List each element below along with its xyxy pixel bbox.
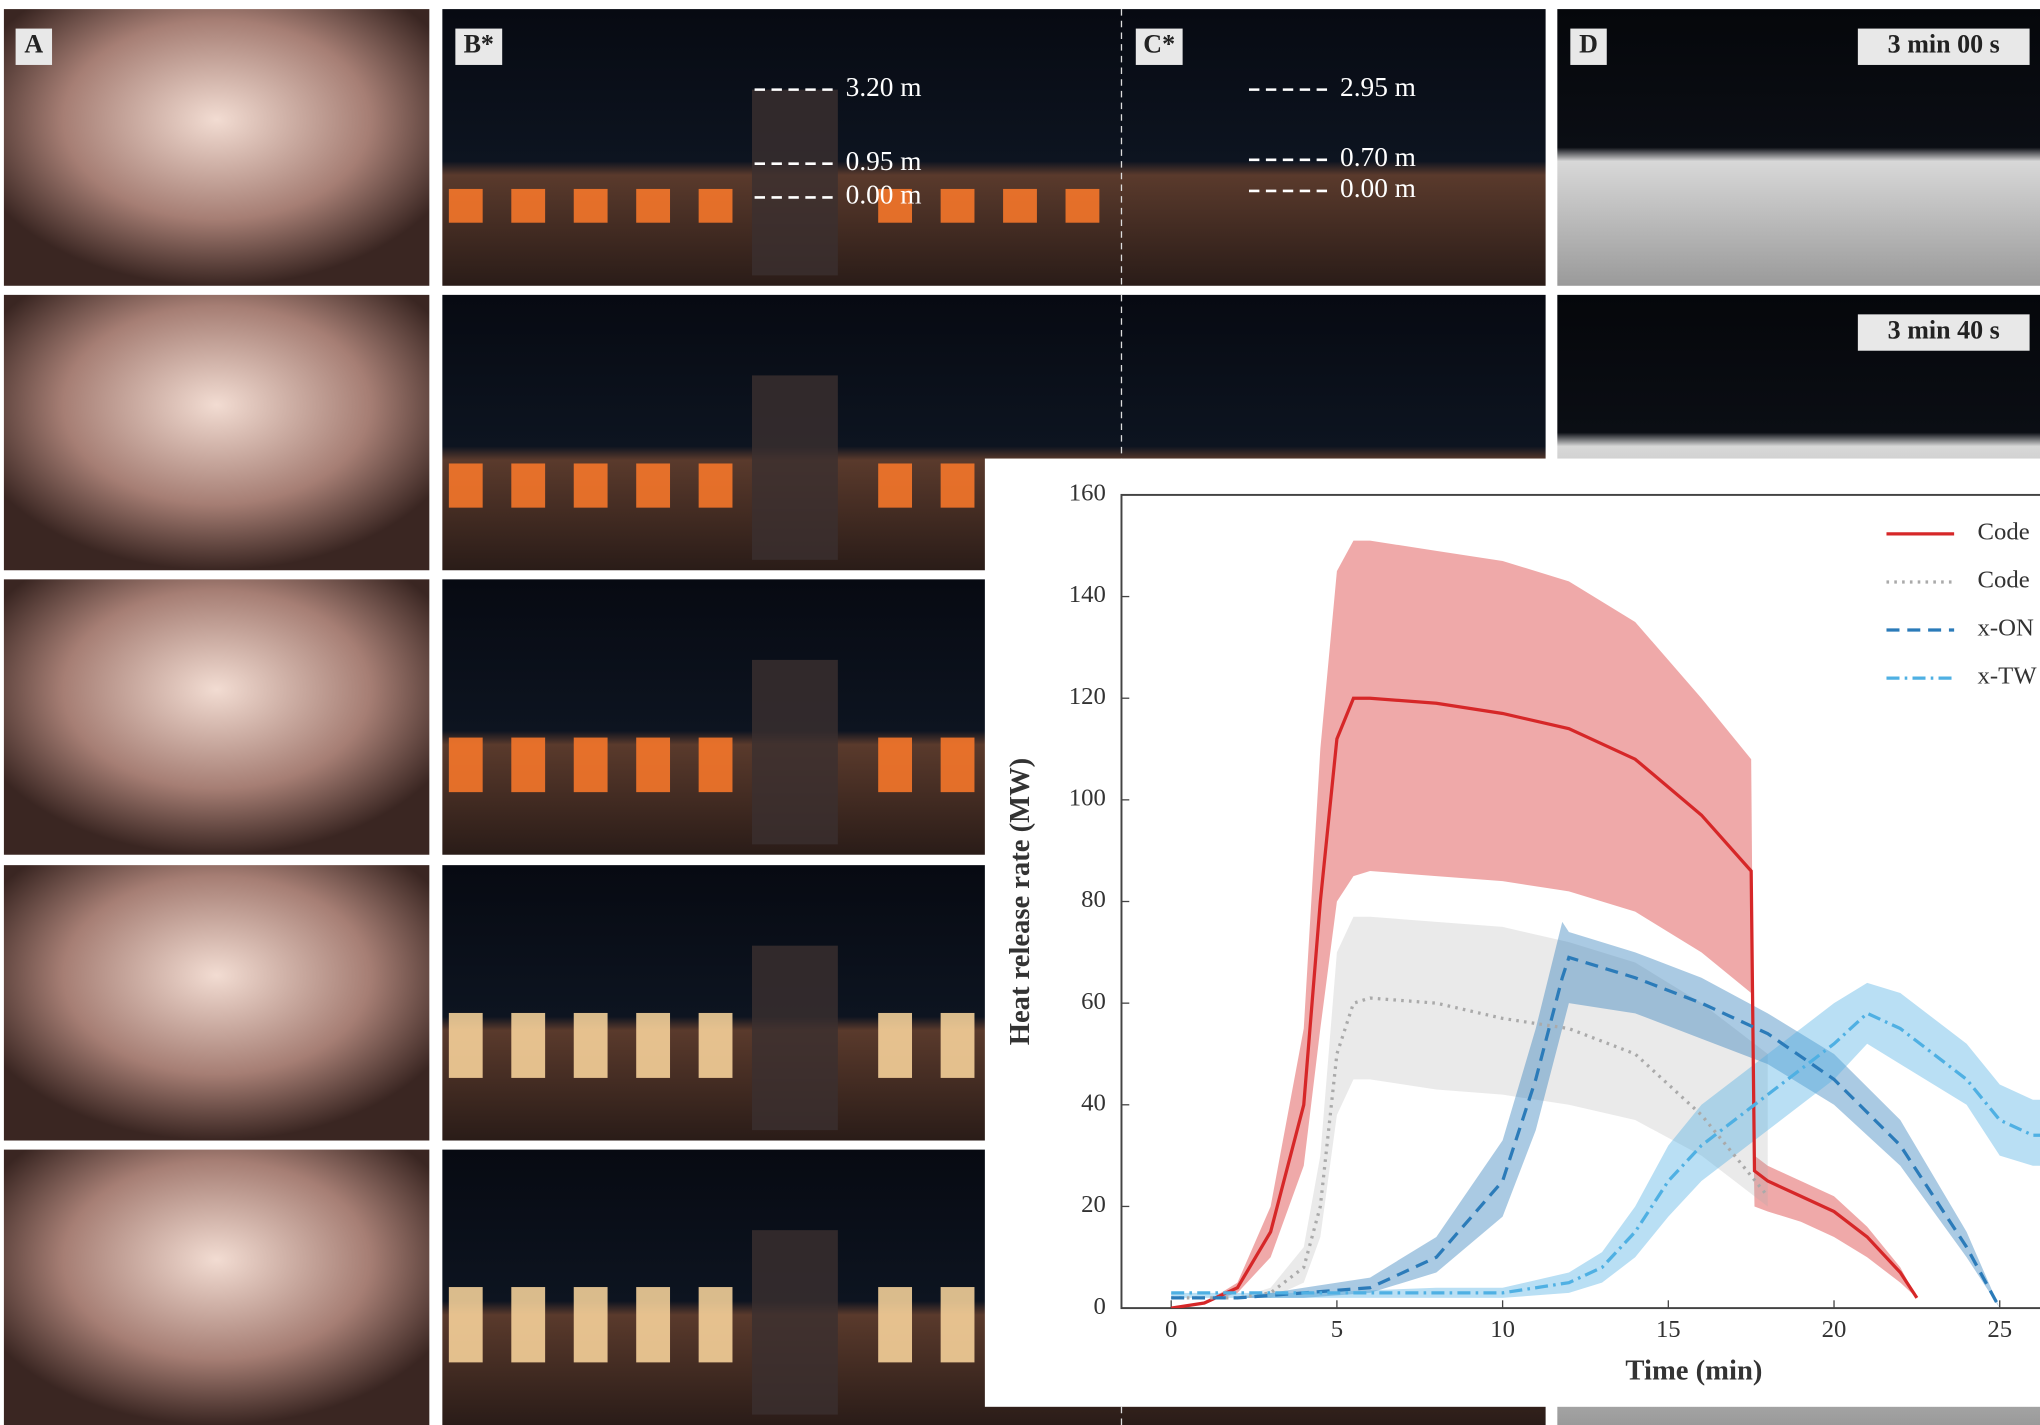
window-glow bbox=[699, 189, 733, 223]
legend-label: Code bbox=[1978, 567, 2030, 594]
y-tick-label: 20 bbox=[1081, 1191, 1106, 1218]
x-tick-label: 15 bbox=[1656, 1316, 1681, 1343]
window-glow bbox=[636, 738, 670, 793]
y-tick-label: 100 bbox=[1069, 785, 1106, 812]
window-glow bbox=[699, 738, 733, 793]
window-glow bbox=[511, 189, 545, 223]
x-tick-label: 5 bbox=[1331, 1316, 1343, 1343]
window-glow bbox=[449, 1287, 483, 1362]
height-label: 0.00 m bbox=[1340, 173, 1416, 203]
tower bbox=[752, 375, 838, 559]
legend-label: x-TW bbox=[1978, 663, 2038, 690]
y-tick-label: 80 bbox=[1081, 886, 1106, 913]
chart: 0 20 40 60 80 100 120 140 160 0 5 10 15 20 25 Time (min… bbox=[985, 459, 2040, 1407]
window-glow bbox=[699, 463, 733, 507]
window-glow bbox=[878, 463, 912, 507]
y-axis-label: Heat release rate (MW) bbox=[1005, 758, 1036, 1045]
window-glow bbox=[449, 189, 483, 223]
window-glow bbox=[449, 738, 483, 793]
photo bbox=[4, 865, 429, 1140]
window-glow bbox=[941, 738, 975, 793]
window-glow bbox=[636, 1013, 670, 1078]
height-label: 0.70 m bbox=[1340, 142, 1416, 172]
window-glow bbox=[941, 189, 975, 223]
y-tick-label: 40 bbox=[1081, 1089, 1106, 1116]
window-glow bbox=[878, 1013, 912, 1078]
window-glow bbox=[511, 463, 545, 507]
photo bbox=[4, 9, 429, 286]
panel-label: 3 min 00 s bbox=[1888, 30, 2000, 59]
window-glow bbox=[636, 1287, 670, 1362]
window-glow bbox=[449, 1013, 483, 1078]
x-axis-label: Time (min) bbox=[1625, 1356, 1762, 1387]
y-tick-label: 160 bbox=[1069, 480, 1106, 507]
figure: A B* C* D 3 min 00 s 3 min 40 s 3.20 m 0.95 m 0.… bbox=[0, 0, 2040, 1425]
window-glow bbox=[878, 1287, 912, 1362]
y-tick-label: 0 bbox=[1094, 1293, 1106, 1320]
window-glow bbox=[574, 189, 608, 223]
window-glow bbox=[449, 463, 483, 507]
x-tick-label: 20 bbox=[1822, 1316, 1847, 1343]
window-glow bbox=[574, 1013, 608, 1078]
window-glow bbox=[699, 1013, 733, 1078]
window-glow bbox=[511, 1287, 545, 1362]
height-label: 0.95 m bbox=[846, 146, 922, 176]
window-glow bbox=[511, 738, 545, 793]
tower bbox=[752, 1230, 838, 1414]
x-tick-label: 0 bbox=[1165, 1316, 1177, 1343]
panel-label: A bbox=[24, 30, 43, 59]
panel-label: B* bbox=[464, 30, 494, 59]
panel-label: D bbox=[1579, 30, 1598, 59]
height-label: 0.00 m bbox=[846, 180, 922, 210]
window-glow bbox=[574, 738, 608, 793]
window-glow bbox=[574, 463, 608, 507]
window-glow bbox=[636, 463, 670, 507]
tower bbox=[752, 660, 838, 844]
panel-label: 3 min 40 s bbox=[1888, 316, 2000, 345]
window-glow bbox=[636, 189, 670, 223]
window-glow bbox=[878, 738, 912, 793]
photo bbox=[4, 1150, 429, 1425]
window-glow bbox=[941, 1013, 975, 1078]
tower bbox=[752, 90, 838, 276]
window-glow bbox=[941, 463, 975, 507]
photo bbox=[4, 295, 429, 570]
photo bbox=[4, 579, 429, 854]
height-label: 2.95 m bbox=[1340, 72, 1416, 102]
window-glow bbox=[1003, 189, 1037, 223]
legend-label: Code bbox=[1978, 519, 2030, 546]
y-tick-label: 60 bbox=[1081, 988, 1106, 1015]
y-tick-label: 120 bbox=[1069, 683, 1106, 710]
x-tick-label: 10 bbox=[1490, 1316, 1515, 1343]
page: A B* C* D 3 min 00 s 3 min 40 s 3.20 m 0.95 m 0.… bbox=[0, 0, 2040, 1425]
window-glow bbox=[699, 1287, 733, 1362]
window-glow bbox=[574, 1287, 608, 1362]
window-glow bbox=[1066, 189, 1100, 223]
y-tick-label: 140 bbox=[1069, 581, 1106, 608]
window-glow bbox=[941, 1287, 975, 1362]
tower bbox=[752, 946, 838, 1130]
panel-label: C* bbox=[1143, 30, 1175, 59]
height-label: 3.20 m bbox=[846, 72, 922, 102]
legend-label: x-ON bbox=[1978, 615, 2034, 642]
x-tick-label: 25 bbox=[1987, 1316, 2012, 1343]
window-glow bbox=[511, 1013, 545, 1078]
